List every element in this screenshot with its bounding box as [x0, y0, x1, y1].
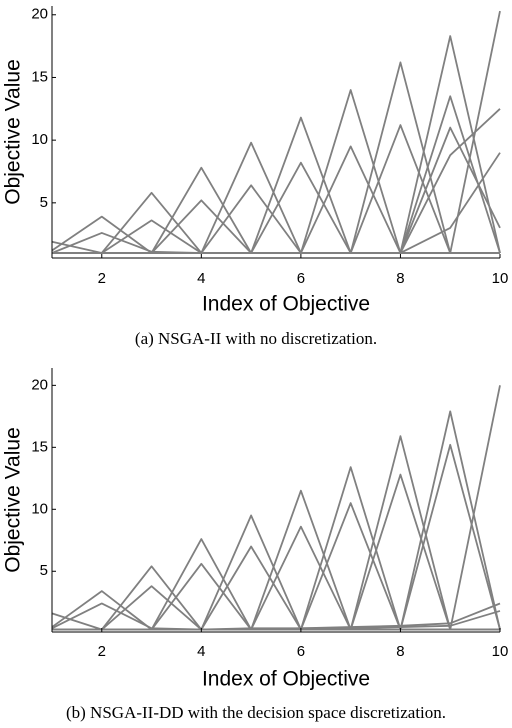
caption: (a) NSGA-II with no discretization.: [135, 329, 377, 348]
series-line: [52, 152, 501, 254]
series-line: [52, 410, 501, 631]
y-tick-label: 15: [31, 68, 48, 85]
series-line: [52, 10, 501, 254]
y-tick-label: 20: [31, 6, 48, 23]
x-tick-label: 6: [297, 270, 305, 287]
series-line: [52, 538, 500, 631]
x-tick-label: 10: [492, 643, 509, 660]
x-tick-label: 2: [98, 270, 106, 287]
y-tick-label: 20: [31, 376, 48, 393]
x-tick-label: 10: [492, 270, 509, 287]
series-line: [51, 215, 500, 254]
series-line: [51, 240, 500, 254]
x-tick-label: 6: [297, 643, 305, 660]
x-axis-title: Index of Objective: [202, 293, 370, 316]
y-tick-label: 10: [31, 131, 48, 148]
series-line: [52, 610, 501, 631]
x-axis-title: Index of Objective: [202, 668, 370, 691]
series-line: [52, 443, 501, 631]
series-line: [52, 191, 500, 254]
y-tick-label: 15: [31, 438, 48, 455]
x-tick-label: 8: [396, 270, 404, 287]
y-tick-label: 10: [31, 500, 48, 517]
series-line: [52, 184, 500, 254]
series-line: [52, 61, 500, 254]
y-axis-title: Objective Value: [2, 427, 25, 573]
series-line: [52, 502, 500, 631]
y-axis-title: Objective Value: [2, 59, 25, 205]
x-tick-label: 4: [197, 643, 205, 660]
x-tick-label: 8: [396, 643, 404, 660]
y-tick-label: 5: [40, 194, 48, 211]
series-line: [52, 435, 500, 631]
caption: (b) NSGA-II-DD with the decision space d…: [66, 703, 446, 722]
x-tick-label: 2: [98, 643, 106, 660]
y-tick-label: 5: [40, 562, 48, 579]
x-tick-label: 4: [197, 270, 205, 287]
